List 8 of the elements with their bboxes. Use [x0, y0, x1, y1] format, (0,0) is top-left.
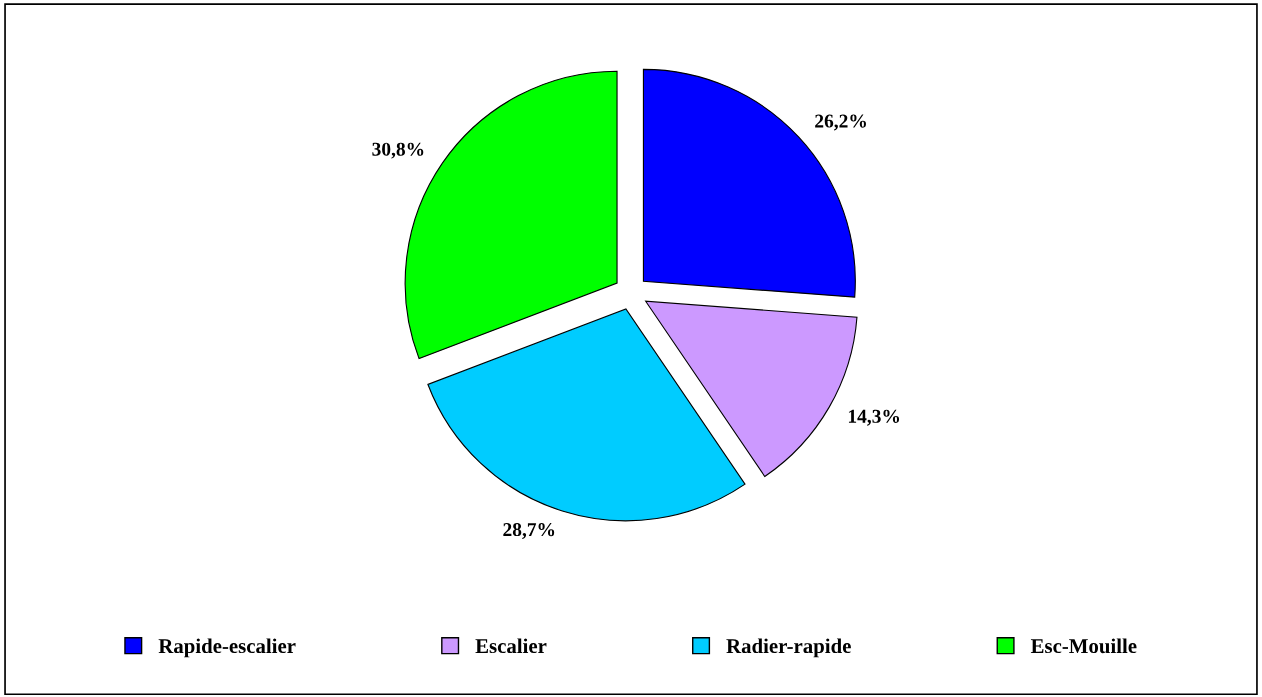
legend-label: Escalier — [475, 638, 547, 654]
data-label: 26,2% — [815, 114, 866, 131]
legend-label: Rapide-escalier — [158, 638, 296, 658]
legend-label: Esc-Mouille — [1030, 638, 1137, 654]
data-label: 14,3% — [848, 409, 900, 426]
data-label: 30,8% — [372, 142, 424, 159]
data-label: 28,7% — [503, 522, 555, 539]
legend-label: Radier-rapide — [726, 638, 851, 658]
